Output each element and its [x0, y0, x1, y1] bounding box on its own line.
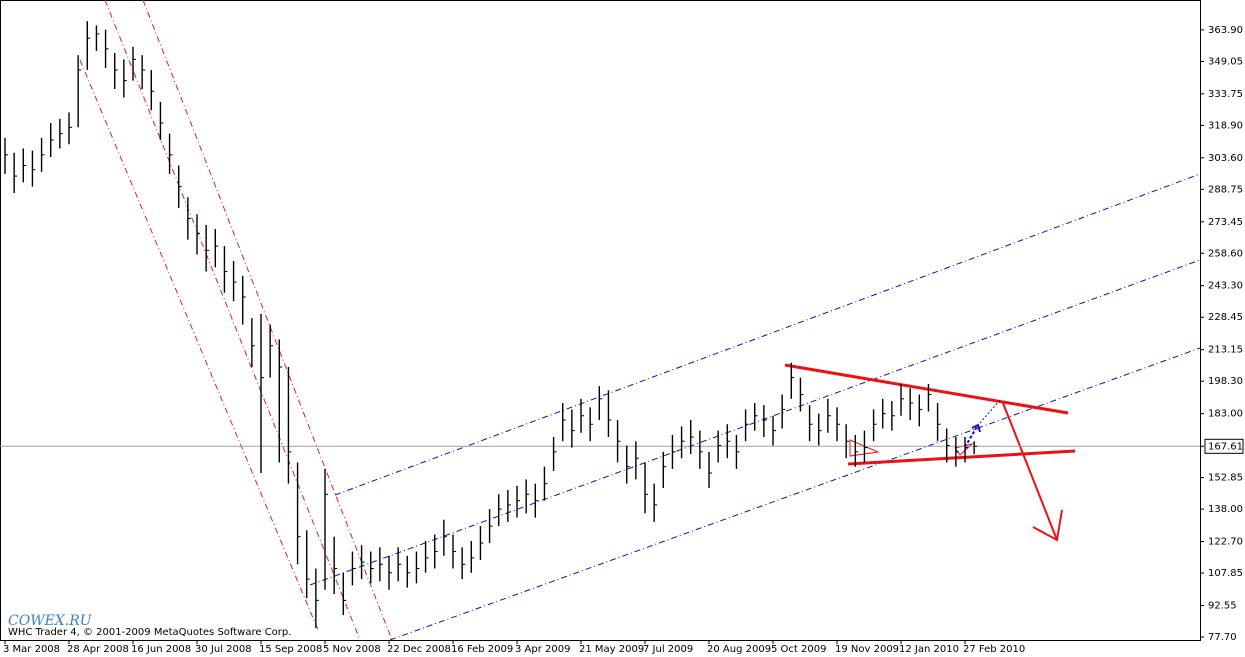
y-tick-label: 107.85: [1208, 568, 1243, 579]
projection-line: [979, 399, 1001, 424]
channel-line: [142, 0, 393, 641]
y-tick-label: 288.75: [1208, 184, 1243, 195]
channel-line: [334, 173, 1201, 496]
triangle-line: [784, 363, 1069, 415]
x-tick-label: 5 Nov 2008: [323, 644, 381, 655]
x-tick-label: 28 Apr 2008: [67, 644, 129, 655]
y-tick-label: 363.90: [1208, 25, 1243, 36]
trend-lines: [79, 0, 1201, 641]
y-tick-label: 167.61: [1208, 441, 1243, 452]
arrow: [1002, 402, 1058, 541]
x-tick-label: 21 May 2009: [579, 644, 644, 655]
channel-line: [104, 0, 361, 641]
arrow-head: [971, 423, 981, 433]
y-tick-label: 92.55: [1208, 601, 1237, 612]
x-tick-label: 12 Jan 2010: [899, 644, 959, 655]
y-tick-label: 333.75: [1208, 89, 1243, 100]
y-tick-label: 228.45: [1208, 312, 1243, 323]
y-tick-label: 349.05: [1208, 56, 1243, 67]
x-tick-label: 16 Feb 2009: [451, 644, 513, 655]
x-tick-label: 16 Jun 2008: [131, 644, 191, 655]
y-tick-label: 258.60: [1208, 248, 1243, 259]
x-tick-label: 5 Oct 2009: [771, 644, 826, 655]
x-tick-label: 20 Aug 2009: [707, 644, 771, 655]
x-tick-label: 7 Jul 2009: [643, 644, 693, 655]
y-tick-label: 77.70: [1208, 632, 1237, 643]
x-tick-label: 3 Apr 2009: [515, 644, 570, 655]
x-tick-label: 19 Nov 2009: [835, 644, 899, 655]
y-tick-label: 243.30: [1208, 281, 1243, 292]
y-tick-label: 122.70: [1208, 537, 1243, 548]
y-tick-label: 152.85: [1208, 473, 1243, 484]
copyright: WHC Trader 4, © 2001-2009 MetaQuotes Sof…: [8, 627, 291, 638]
y-tick-label: 138.00: [1208, 504, 1243, 515]
y-tick-label: 273.45: [1208, 217, 1243, 228]
y-tick-label: 318.90: [1208, 120, 1243, 131]
x-tick-label: 3 Mar 2008: [3, 644, 60, 655]
x-tick-label: 22 Dec 2008: [387, 644, 451, 655]
channel-line: [389, 347, 1201, 641]
y-tick-label: 198.30: [1208, 376, 1243, 387]
triangle-line: [847, 449, 1076, 466]
price-box: [1204, 438, 1244, 454]
arrow-head: [1032, 509, 1063, 542]
channel-line: [79, 59, 319, 631]
x-tick-label: 30 Jul 2008: [195, 644, 252, 655]
plot-frame: [0, 0, 1201, 641]
y-tick-label: 213.15: [1208, 345, 1243, 356]
x-tick-label: 27 Feb 2010: [963, 644, 1025, 655]
arrow: [964, 424, 979, 448]
x-tick-label: 15 Sep 2008: [259, 644, 322, 655]
y-tick-label: 183.00: [1208, 409, 1243, 420]
watermark: COWEX.RU: [8, 613, 93, 629]
y-tick-label: 303.60: [1208, 153, 1243, 164]
